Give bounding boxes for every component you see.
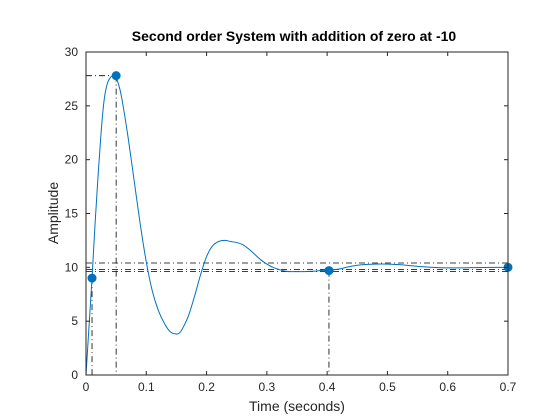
x-tick-label: 0.3 [259,380,276,394]
x-tick-label: 0 [83,380,90,394]
x-tick-label: 0.6 [439,380,456,394]
y-tick-label: 20 [65,153,79,167]
x-tick-label: 0.4 [319,380,336,394]
y-axis-ticks: 0 5 10 15 20 25 30 [65,45,508,382]
characteristic-point [324,266,334,276]
characteristic-point [111,71,121,81]
y-tick-label: 10 [65,260,79,274]
x-tick-label: 0.7 [500,380,517,394]
x-tick-label: 0.2 [198,380,215,394]
characteristic-point [87,273,97,283]
y-axis-label: Amplitude [45,182,61,244]
x-axis-ticks: 0 0.1 0.2 0.3 0.4 0.5 0.6 0.7 [83,52,517,394]
plot-area [86,52,508,375]
y-tick-label: 30 [65,45,79,59]
x-tick-label: 0.5 [379,380,396,394]
plot-frame [85,51,509,376]
y-tick-label: 5 [71,314,78,328]
x-axis-label: Time (seconds) [249,398,345,414]
y-tick-label: 25 [65,99,79,113]
x-tick-label: 0.1 [138,380,155,394]
y-tick-label: 15 [65,207,79,221]
y-tick-label: 0 [71,368,78,382]
chart-title: Second order System with addition of zer… [132,28,457,44]
characteristic-markers [87,71,513,283]
